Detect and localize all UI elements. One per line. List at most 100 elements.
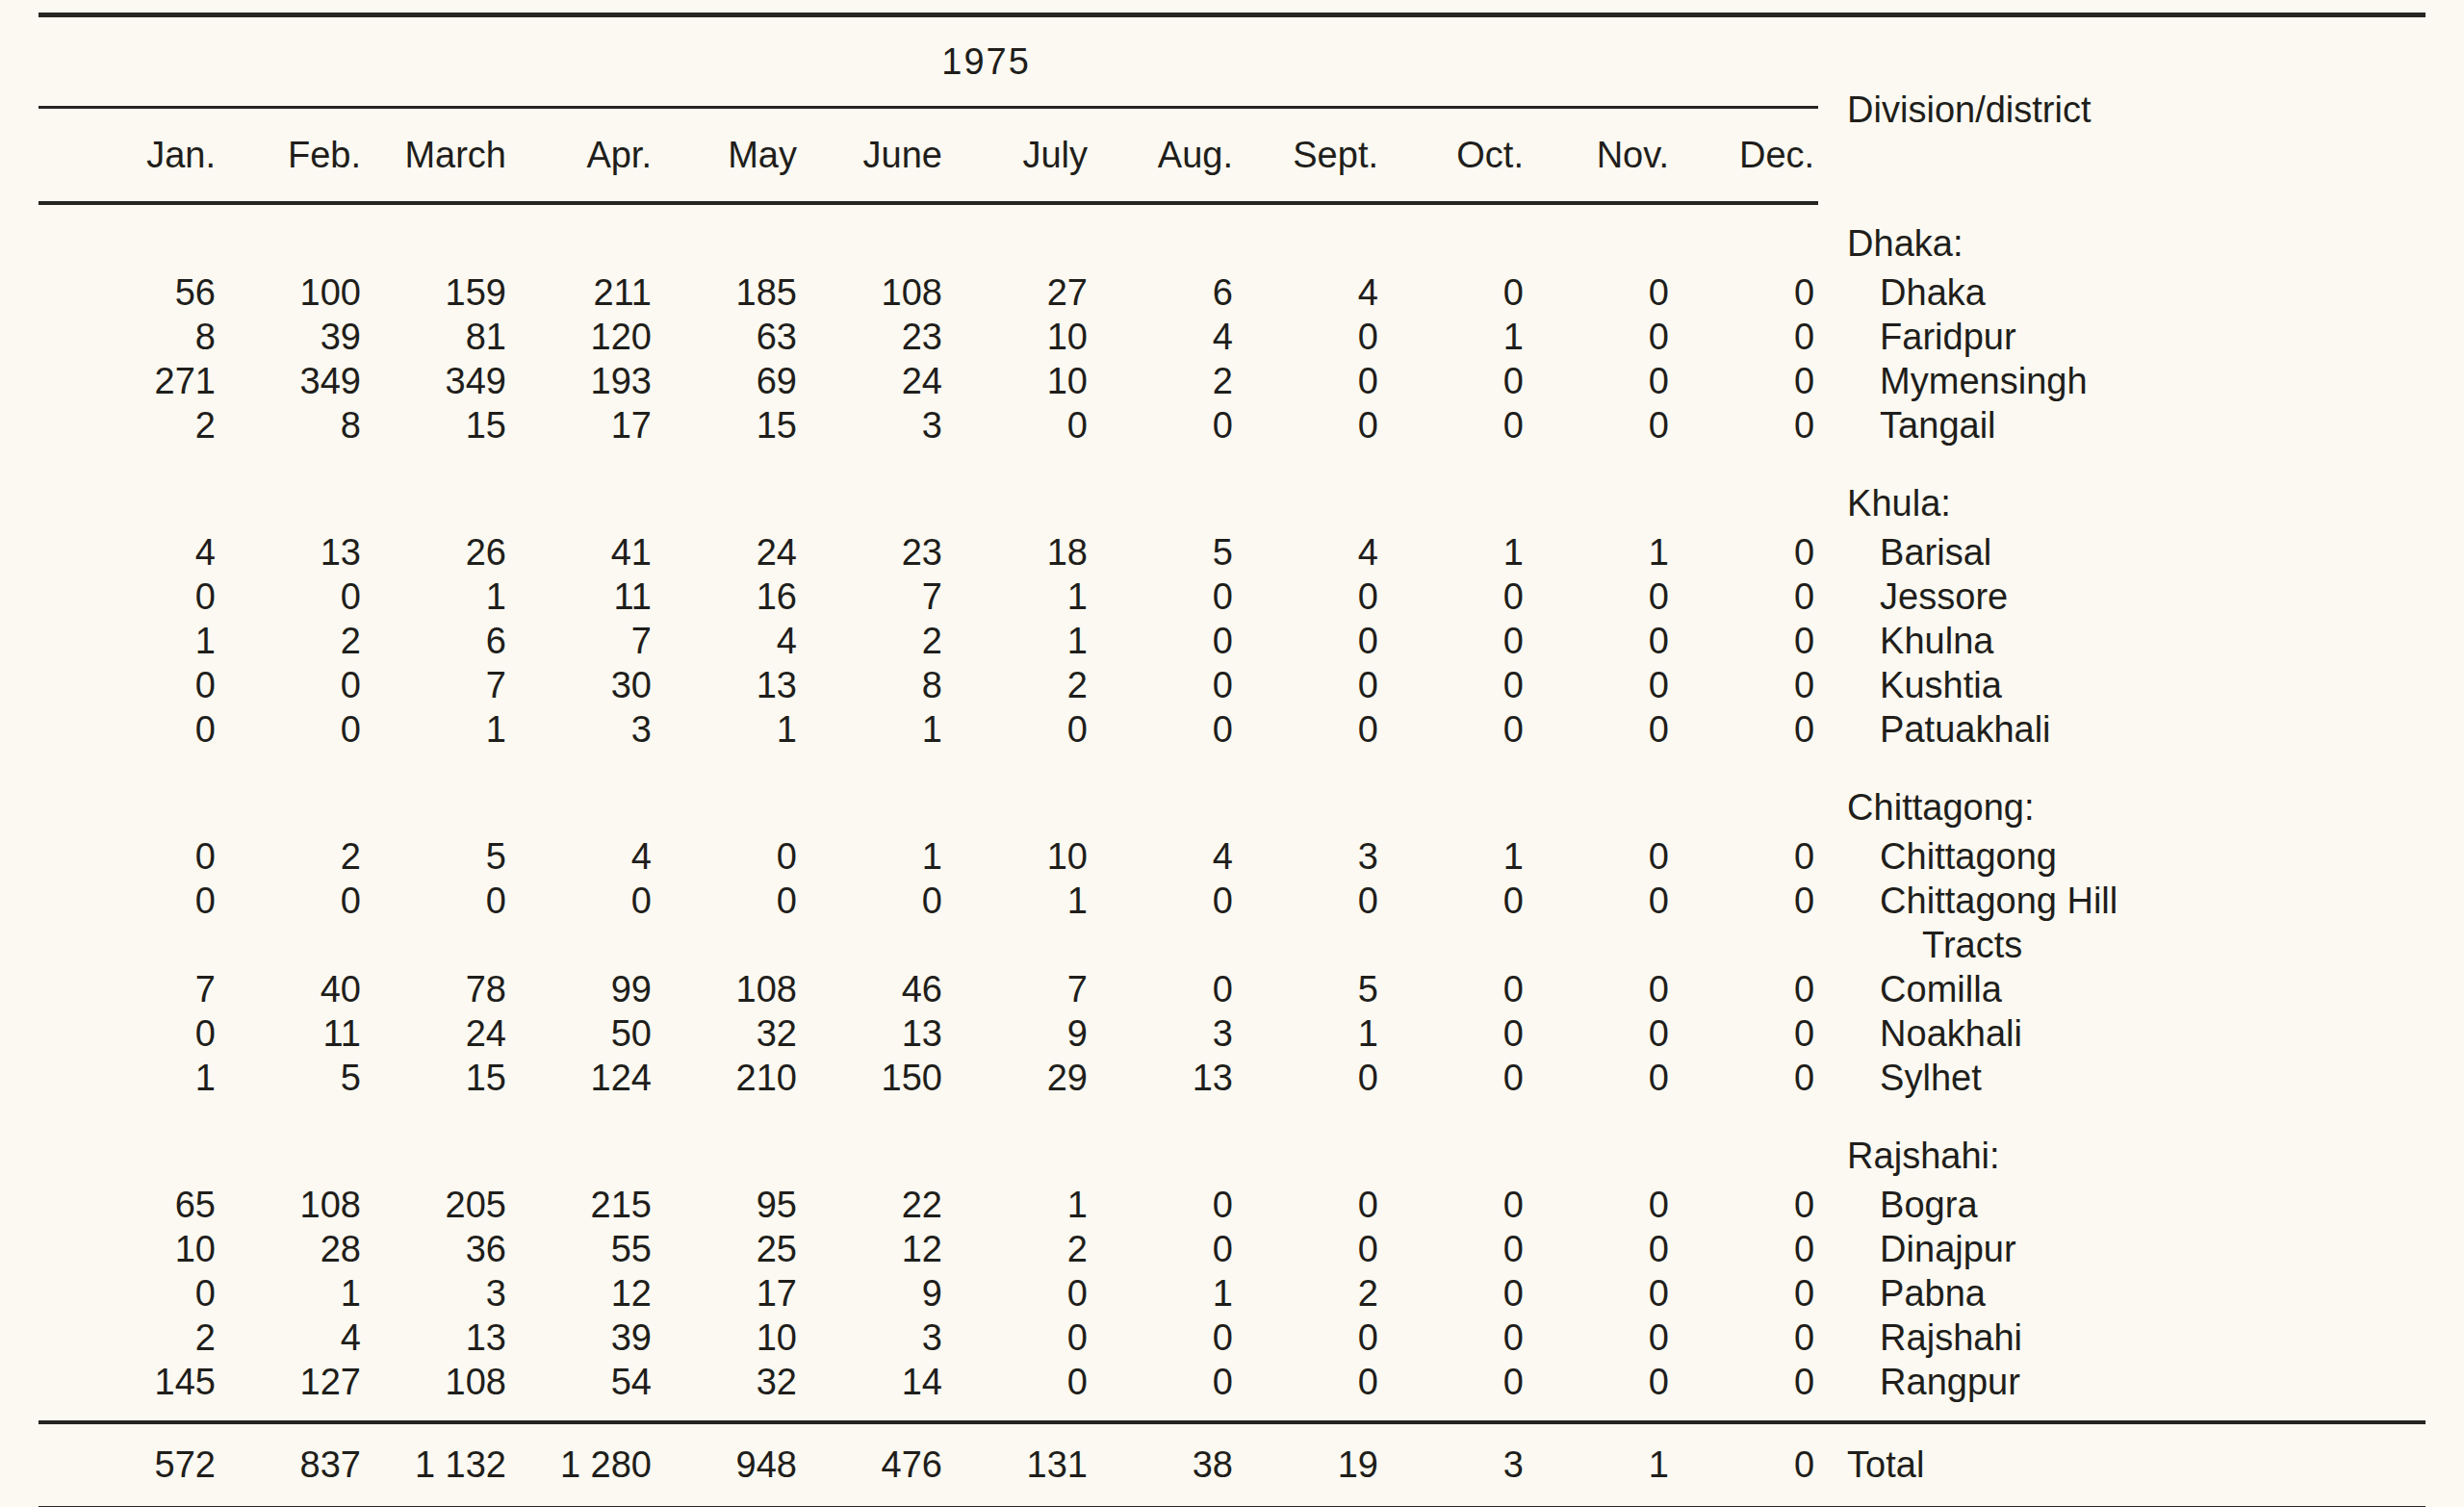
empty-cell [1527,447,1673,530]
value-cell: 11 [510,575,655,619]
value-cell: 8 [219,403,365,447]
value-cell: 0 [1527,834,1673,879]
total-value-cell: 38 [1091,1422,1237,1507]
value-cell: 0 [1673,270,1818,315]
value-cell: 2 [38,403,219,447]
empty-cell [1673,203,1818,270]
value-cell: 0 [1382,1183,1527,1227]
division-header-row: Chittagong: [38,752,2426,834]
value-cell: 2 [1091,359,1237,403]
value-cell: 0 [1382,663,1527,707]
value-cell: 210 [655,1056,801,1100]
district-row: 001311000000Patuakhali [38,707,2426,752]
value-cell: 108 [655,967,801,1011]
value-cell: 349 [365,359,510,403]
value-cell: 7 [946,967,1091,1011]
value-cell: 0 [1237,359,1382,403]
year-header: 1975 [38,15,1818,108]
district-row: 281517153000000Tangail [38,403,2426,447]
value-cell: 145 [38,1360,219,1404]
value-cell: 0 [1673,530,1818,575]
empty-cell [219,1100,365,1183]
value-cell: 0 [1673,967,1818,1011]
value-cell: 0 [1673,1360,1818,1404]
value-cell: 15 [365,1056,510,1100]
empty-cell [946,447,1091,530]
district-label: Chittagong Hill [1818,879,2426,923]
value-cell: 0 [1382,270,1527,315]
value-cell: 9 [946,1011,1091,1056]
value-cell: 205 [365,1183,510,1227]
value-cell: 0 [1091,663,1237,707]
district-row: 0254011043100Chittagong [38,834,2426,879]
value-cell: 0 [1527,270,1673,315]
value-cell: 4 [1237,530,1382,575]
district-row: 740789910846705000Comilla [38,967,2426,1011]
value-cell: 0 [1527,359,1673,403]
empty-cell [801,923,946,967]
spacer-row [38,1404,2426,1422]
value-cell: 39 [510,1315,655,1360]
value-cell: 0 [1237,403,1382,447]
value-cell: 3 [1091,1011,1237,1056]
value-cell: 0 [946,403,1091,447]
district-row: 241339103000000Rajshahi [38,1315,2426,1360]
division-header-row: Dhaka: [38,203,2426,270]
empty-cell [38,1100,219,1183]
month-header: Sept. [1237,108,1382,204]
value-cell: 23 [801,530,946,575]
empty-cell [1673,752,1818,834]
district-label: Dinajpur [1818,1227,2426,1271]
empty-cell [38,752,219,834]
district-row: 151512421015029130000Sylhet [38,1056,2426,1100]
empty-cell [219,752,365,834]
value-cell: 0 [1237,619,1382,663]
district-row: 8398112063231040100Faridpur [38,315,2426,359]
empty-cell [510,752,655,834]
empty-cell [510,447,655,530]
district-row: 126742100000Khulna [38,619,2426,663]
value-cell: 4 [219,1315,365,1360]
district-label: Rajshahi [1818,1315,2426,1360]
empty-cell [801,752,946,834]
division-label: Khula: [1818,447,2426,530]
value-cell: 3 [510,707,655,752]
value-cell: 0 [1527,1011,1673,1056]
district-row: 413264124231854110Barisal [38,530,2426,575]
spacer-cell [38,1404,2426,1422]
value-cell: 63 [655,315,801,359]
month-header: Dec. [1673,108,1818,204]
month-header: May [655,108,801,204]
empty-cell [801,447,946,530]
total-value-cell: 3 [1382,1422,1527,1507]
district-label: Sylhet [1818,1056,2426,1100]
value-cell: 1 [1527,530,1673,575]
value-cell: 0 [1527,1056,1673,1100]
value-cell: 0 [1527,707,1673,752]
value-cell: 0 [1237,879,1382,923]
value-cell: 0 [219,575,365,619]
value-cell: 81 [365,315,510,359]
empty-cell [1527,752,1673,834]
value-cell: 1 [1382,530,1527,575]
month-header: June [801,108,946,204]
empty-cell [655,923,801,967]
district-label: Kushtia [1818,663,2426,707]
value-cell: 15 [655,403,801,447]
district-label: Pabna [1818,1271,2426,1315]
empty-cell [801,1100,946,1183]
value-cell: 0 [1673,834,1818,879]
value-cell: 12 [801,1227,946,1271]
value-cell: 211 [510,270,655,315]
value-cell: 18 [946,530,1091,575]
district-label: Faridpur [1818,315,2426,359]
value-cell: 54 [510,1360,655,1404]
division-header-row: Rajshahi: [38,1100,2426,1183]
value-cell: 26 [365,530,510,575]
value-cell: 0 [1673,1183,1818,1227]
value-cell: 2 [38,1315,219,1360]
value-cell: 0 [1673,707,1818,752]
value-cell: 7 [38,967,219,1011]
value-cell: 1 [946,1183,1091,1227]
value-cell: 13 [219,530,365,575]
